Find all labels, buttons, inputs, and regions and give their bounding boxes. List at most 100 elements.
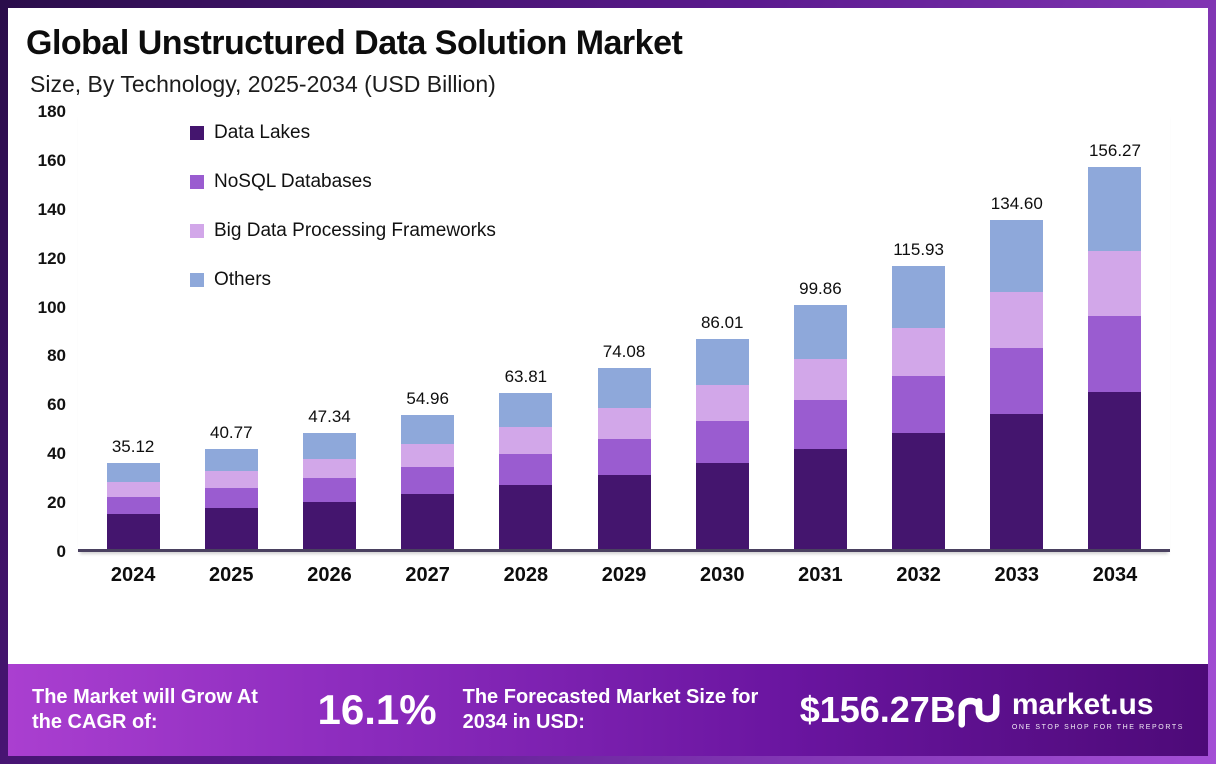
market-us-logo-icon xyxy=(958,693,1000,728)
x-tick-label-2025: 2025 xyxy=(209,564,254,586)
bar-column-2026: 47.34 xyxy=(280,112,378,549)
bar-stack xyxy=(1088,166,1142,549)
y-tick-label: 120 xyxy=(37,248,66,268)
legend-item: NoSQL Databases xyxy=(190,171,496,193)
bar-segment-nosql-databases xyxy=(1088,315,1142,393)
plot-area: 35.12 40.77 47.34 54.96 63.81 74.08 86.01 99.86… xyxy=(78,112,1170,552)
bar-segment-others xyxy=(1088,166,1142,251)
bar-total-label: 99.86 xyxy=(799,278,842,298)
y-tick-label: 20 xyxy=(47,493,66,513)
bar-segment-others xyxy=(695,338,749,385)
bar-stack xyxy=(499,393,553,549)
bar-segment-nosql-databases xyxy=(106,496,160,514)
bars-row: 35.12 40.77 47.34 54.96 63.81 74.08 86.01 99.86… xyxy=(78,112,1170,549)
bar-segment-big-data-processing-frameworks xyxy=(302,458,356,479)
chart-subtitle: Size, By Technology, 2025-2034 (USD Bill… xyxy=(30,71,496,97)
bar-stack xyxy=(106,463,160,549)
bar-column-2034: 156.27 xyxy=(1066,112,1164,549)
bar-stack xyxy=(204,449,258,549)
legend-item: Others xyxy=(190,269,496,291)
bar-segment-data-lakes xyxy=(401,494,455,549)
bar-segment-nosql-databases xyxy=(793,400,847,450)
bar-segment-nosql-databases xyxy=(401,467,455,494)
bar-segment-others xyxy=(793,304,847,359)
x-tick-label-2031: 2031 xyxy=(798,564,843,586)
bar-column-2033: 134.60 xyxy=(968,112,1066,549)
x-tick-label-2029: 2029 xyxy=(601,564,647,586)
plot-column: 35.12 40.77 47.34 54.96 63.81 74.08 86.01 99.86… xyxy=(78,112,1170,587)
bar-segment-others xyxy=(990,220,1044,293)
x-tick-label-2026: 2026 xyxy=(307,564,352,586)
y-tick-label: 160 xyxy=(37,150,66,170)
legend-label: NoSQL Databases xyxy=(214,171,372,192)
bar-segment-big-data-processing-frameworks xyxy=(1088,250,1142,316)
bar-segment-nosql-databases xyxy=(695,420,749,463)
brand-block: market.us ONE STOP SHOP FOR THE REPORTS xyxy=(956,687,1184,733)
cagr-label: The Market will Grow At the CAGR of: xyxy=(32,686,258,733)
y-tick-label: 180 xyxy=(37,102,66,121)
cagr-value: 16.1% xyxy=(317,686,437,733)
brand-text: market.us ONE STOP SHOP FOR THE REPORTS xyxy=(1011,687,1184,731)
bar-column-2025: 40.77 xyxy=(182,112,280,549)
x-tick-label-2033: 2033 xyxy=(994,564,1040,586)
bar-segment-data-lakes xyxy=(204,508,258,549)
bar-total-label: 40.77 xyxy=(210,423,253,443)
bar-segment-big-data-processing-frameworks xyxy=(106,482,160,497)
bar-stack xyxy=(695,338,749,549)
chart-title: Global Unstructured Data Solution Market xyxy=(26,24,683,62)
footer-banner: The Market will Grow At the CAGR of: 16.… xyxy=(8,664,1208,756)
legend-label: Data Lakes xyxy=(214,122,311,143)
bar-segment-big-data-processing-frameworks xyxy=(499,427,553,454)
brand-tagline: ONE STOP SHOP FOR THE REPORTS xyxy=(1011,723,1184,731)
legend-label: Big Data Processing Frameworks xyxy=(214,220,496,241)
bar-column-2032: 115.93 xyxy=(870,112,968,549)
bar-segment-big-data-processing-frameworks xyxy=(204,471,258,489)
x-tick-label-2024: 2024 xyxy=(110,564,156,586)
legend: Data Lakes NoSQL Databases Big Data Proces… xyxy=(190,122,496,318)
x-axis: 2024 2025 2026 2027 2028 2029 2030 2031 2032 2033… xyxy=(78,564,1170,587)
bar-segment-others xyxy=(892,265,946,329)
y-axis: 0 20 40 60 80 100 120 140 160 180 xyxy=(24,102,78,561)
bar-segment-others xyxy=(204,449,258,472)
legend-item: Big Data Processing Frameworks xyxy=(190,220,496,242)
legend-item: Data Lakes xyxy=(190,122,496,144)
bar-segment-data-lakes xyxy=(106,513,160,549)
x-tick-label-2030: 2030 xyxy=(699,564,745,586)
bar-stack xyxy=(597,367,651,549)
legend-label: Others xyxy=(214,269,272,290)
bar-stack xyxy=(302,433,356,549)
bar-column-2031: 99.86 xyxy=(771,112,869,549)
y-tick-label: 80 xyxy=(47,346,66,366)
bar-segment-big-data-processing-frameworks xyxy=(597,407,651,439)
bar-stack xyxy=(892,265,946,549)
x-tick-label-2028: 2028 xyxy=(503,564,549,586)
bar-stack xyxy=(401,414,455,549)
bar-segment-data-lakes xyxy=(597,474,651,549)
legend-swatch xyxy=(190,224,204,238)
bar-segment-big-data-processing-frameworks xyxy=(401,444,455,468)
legend-swatch xyxy=(190,126,204,140)
bar-segment-nosql-databases xyxy=(302,478,356,502)
bar-total-label: 134.60 xyxy=(990,194,1043,214)
y-tick-label: 140 xyxy=(37,199,66,219)
bar-segment-data-lakes xyxy=(892,432,946,549)
bar-segment-data-lakes xyxy=(695,462,749,549)
legend-swatch xyxy=(190,175,204,189)
x-tick-label-2032: 2032 xyxy=(896,564,941,586)
forecast-label: The Forecasted Market Size for 2034 in U… xyxy=(462,686,759,733)
bar-segment-others xyxy=(302,433,356,459)
bar-stack xyxy=(793,304,847,549)
chart-header: Global Unstructured Data Solution Market… xyxy=(8,8,1208,98)
y-tick-label: 0 xyxy=(56,542,66,561)
bar-segment-nosql-databases xyxy=(892,376,946,433)
bar-total-label: 74.08 xyxy=(602,341,646,361)
bar-segment-others xyxy=(106,463,160,483)
forecast-value: $156.27B xyxy=(799,689,956,730)
bar-column-2028: 63.81 xyxy=(477,112,575,549)
bar-segment-nosql-databases xyxy=(990,348,1044,415)
bar-total-label: 115.93 xyxy=(893,239,944,259)
brand-name: market.us xyxy=(1011,687,1154,721)
y-tick-label: 40 xyxy=(47,444,66,464)
x-tick-label-2027: 2027 xyxy=(405,564,450,586)
